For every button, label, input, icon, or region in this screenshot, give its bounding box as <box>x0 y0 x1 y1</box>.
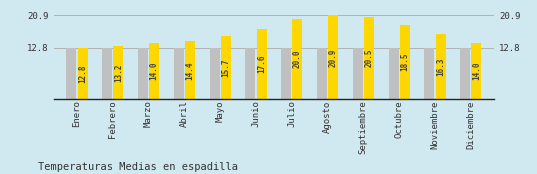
Bar <box>102 48 112 99</box>
Text: 14.0: 14.0 <box>472 62 481 80</box>
Text: 16.3: 16.3 <box>436 57 445 76</box>
Text: 15.7: 15.7 <box>221 58 230 77</box>
Bar <box>174 48 184 99</box>
Bar <box>138 48 148 99</box>
Text: 14.4: 14.4 <box>185 61 194 80</box>
Text: Temperaturas Medias en espadilla: Temperaturas Medias en espadilla <box>38 162 237 172</box>
Bar <box>209 48 220 99</box>
Bar <box>221 36 231 99</box>
Bar <box>281 48 291 99</box>
Bar <box>471 43 481 99</box>
Bar <box>389 48 398 99</box>
Bar <box>67 48 76 99</box>
Text: 14.0: 14.0 <box>150 62 158 80</box>
Bar <box>317 48 327 99</box>
Text: 20.0: 20.0 <box>293 50 302 68</box>
Bar <box>113 46 124 99</box>
Text: 12.8: 12.8 <box>78 64 87 83</box>
Text: 17.6: 17.6 <box>257 55 266 73</box>
Bar <box>424 48 434 99</box>
Bar <box>292 19 302 99</box>
Bar <box>460 48 470 99</box>
Text: 13.2: 13.2 <box>114 64 123 82</box>
Bar <box>353 48 363 99</box>
Text: 20.9: 20.9 <box>329 48 338 66</box>
Bar <box>400 25 410 99</box>
Bar <box>149 43 159 99</box>
Bar <box>245 48 256 99</box>
Bar <box>364 17 374 99</box>
Text: 18.5: 18.5 <box>400 53 409 71</box>
Text: 20.5: 20.5 <box>365 49 373 67</box>
Bar <box>77 48 88 99</box>
Bar <box>328 15 338 99</box>
Bar <box>185 41 195 99</box>
Bar <box>257 29 266 99</box>
Bar <box>436 34 446 99</box>
